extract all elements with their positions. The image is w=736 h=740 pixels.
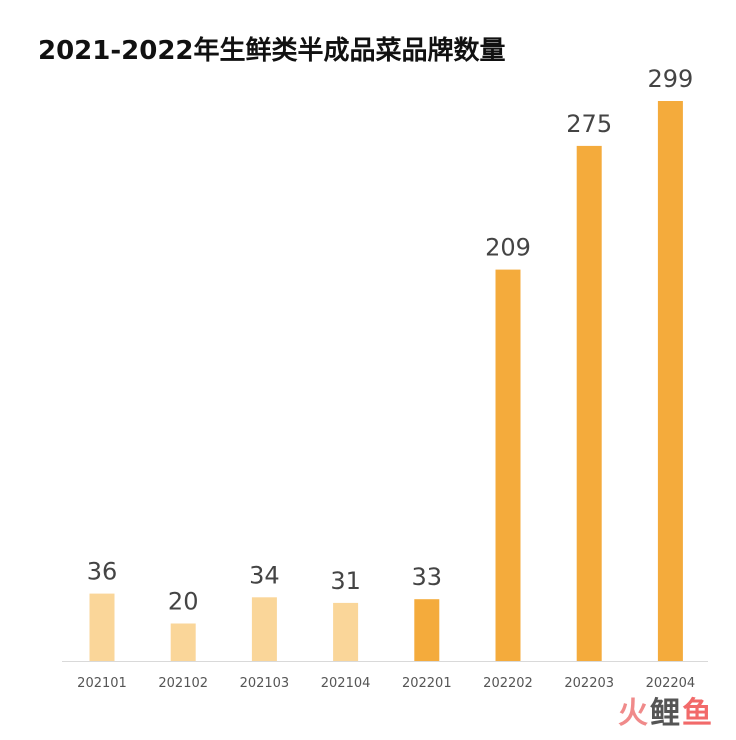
value-label-202202: 209: [485, 234, 531, 262]
value-label-202104: 31: [330, 567, 361, 595]
bar-202102: [170, 623, 196, 661]
x-tick-label-202203: 202203: [564, 676, 614, 691]
x-tick-label-202102: 202102: [158, 676, 208, 691]
bar-202103: [251, 597, 277, 661]
bar-202203: [576, 145, 602, 661]
value-label-202101: 36: [87, 558, 118, 586]
value-label-202203: 275: [566, 110, 612, 138]
value-label-202204: 299: [647, 65, 693, 93]
bar-202201: [414, 599, 440, 661]
x-tick-label-202101: 202101: [77, 676, 127, 691]
x-tick-label-202204: 202204: [646, 676, 696, 691]
x-tick-label-202201: 202201: [402, 676, 452, 691]
bar-202202: [495, 269, 521, 661]
value-label-202103: 34: [249, 561, 280, 589]
x-tick-label-202202: 202202: [483, 676, 533, 691]
value-label-202102: 20: [168, 588, 199, 616]
chart-title: 2021-2022年生鲜类半成品菜品牌数量: [38, 36, 506, 66]
x-tick-label-202103: 202103: [240, 676, 290, 691]
x-tick-label-202104: 202104: [321, 676, 371, 691]
value-label-202201: 33: [412, 563, 443, 591]
bar-202204: [657, 101, 683, 661]
bar-202104: [333, 602, 359, 661]
bar-202101: [89, 593, 115, 661]
watermark-logo: 火鲤鱼: [618, 696, 714, 731]
